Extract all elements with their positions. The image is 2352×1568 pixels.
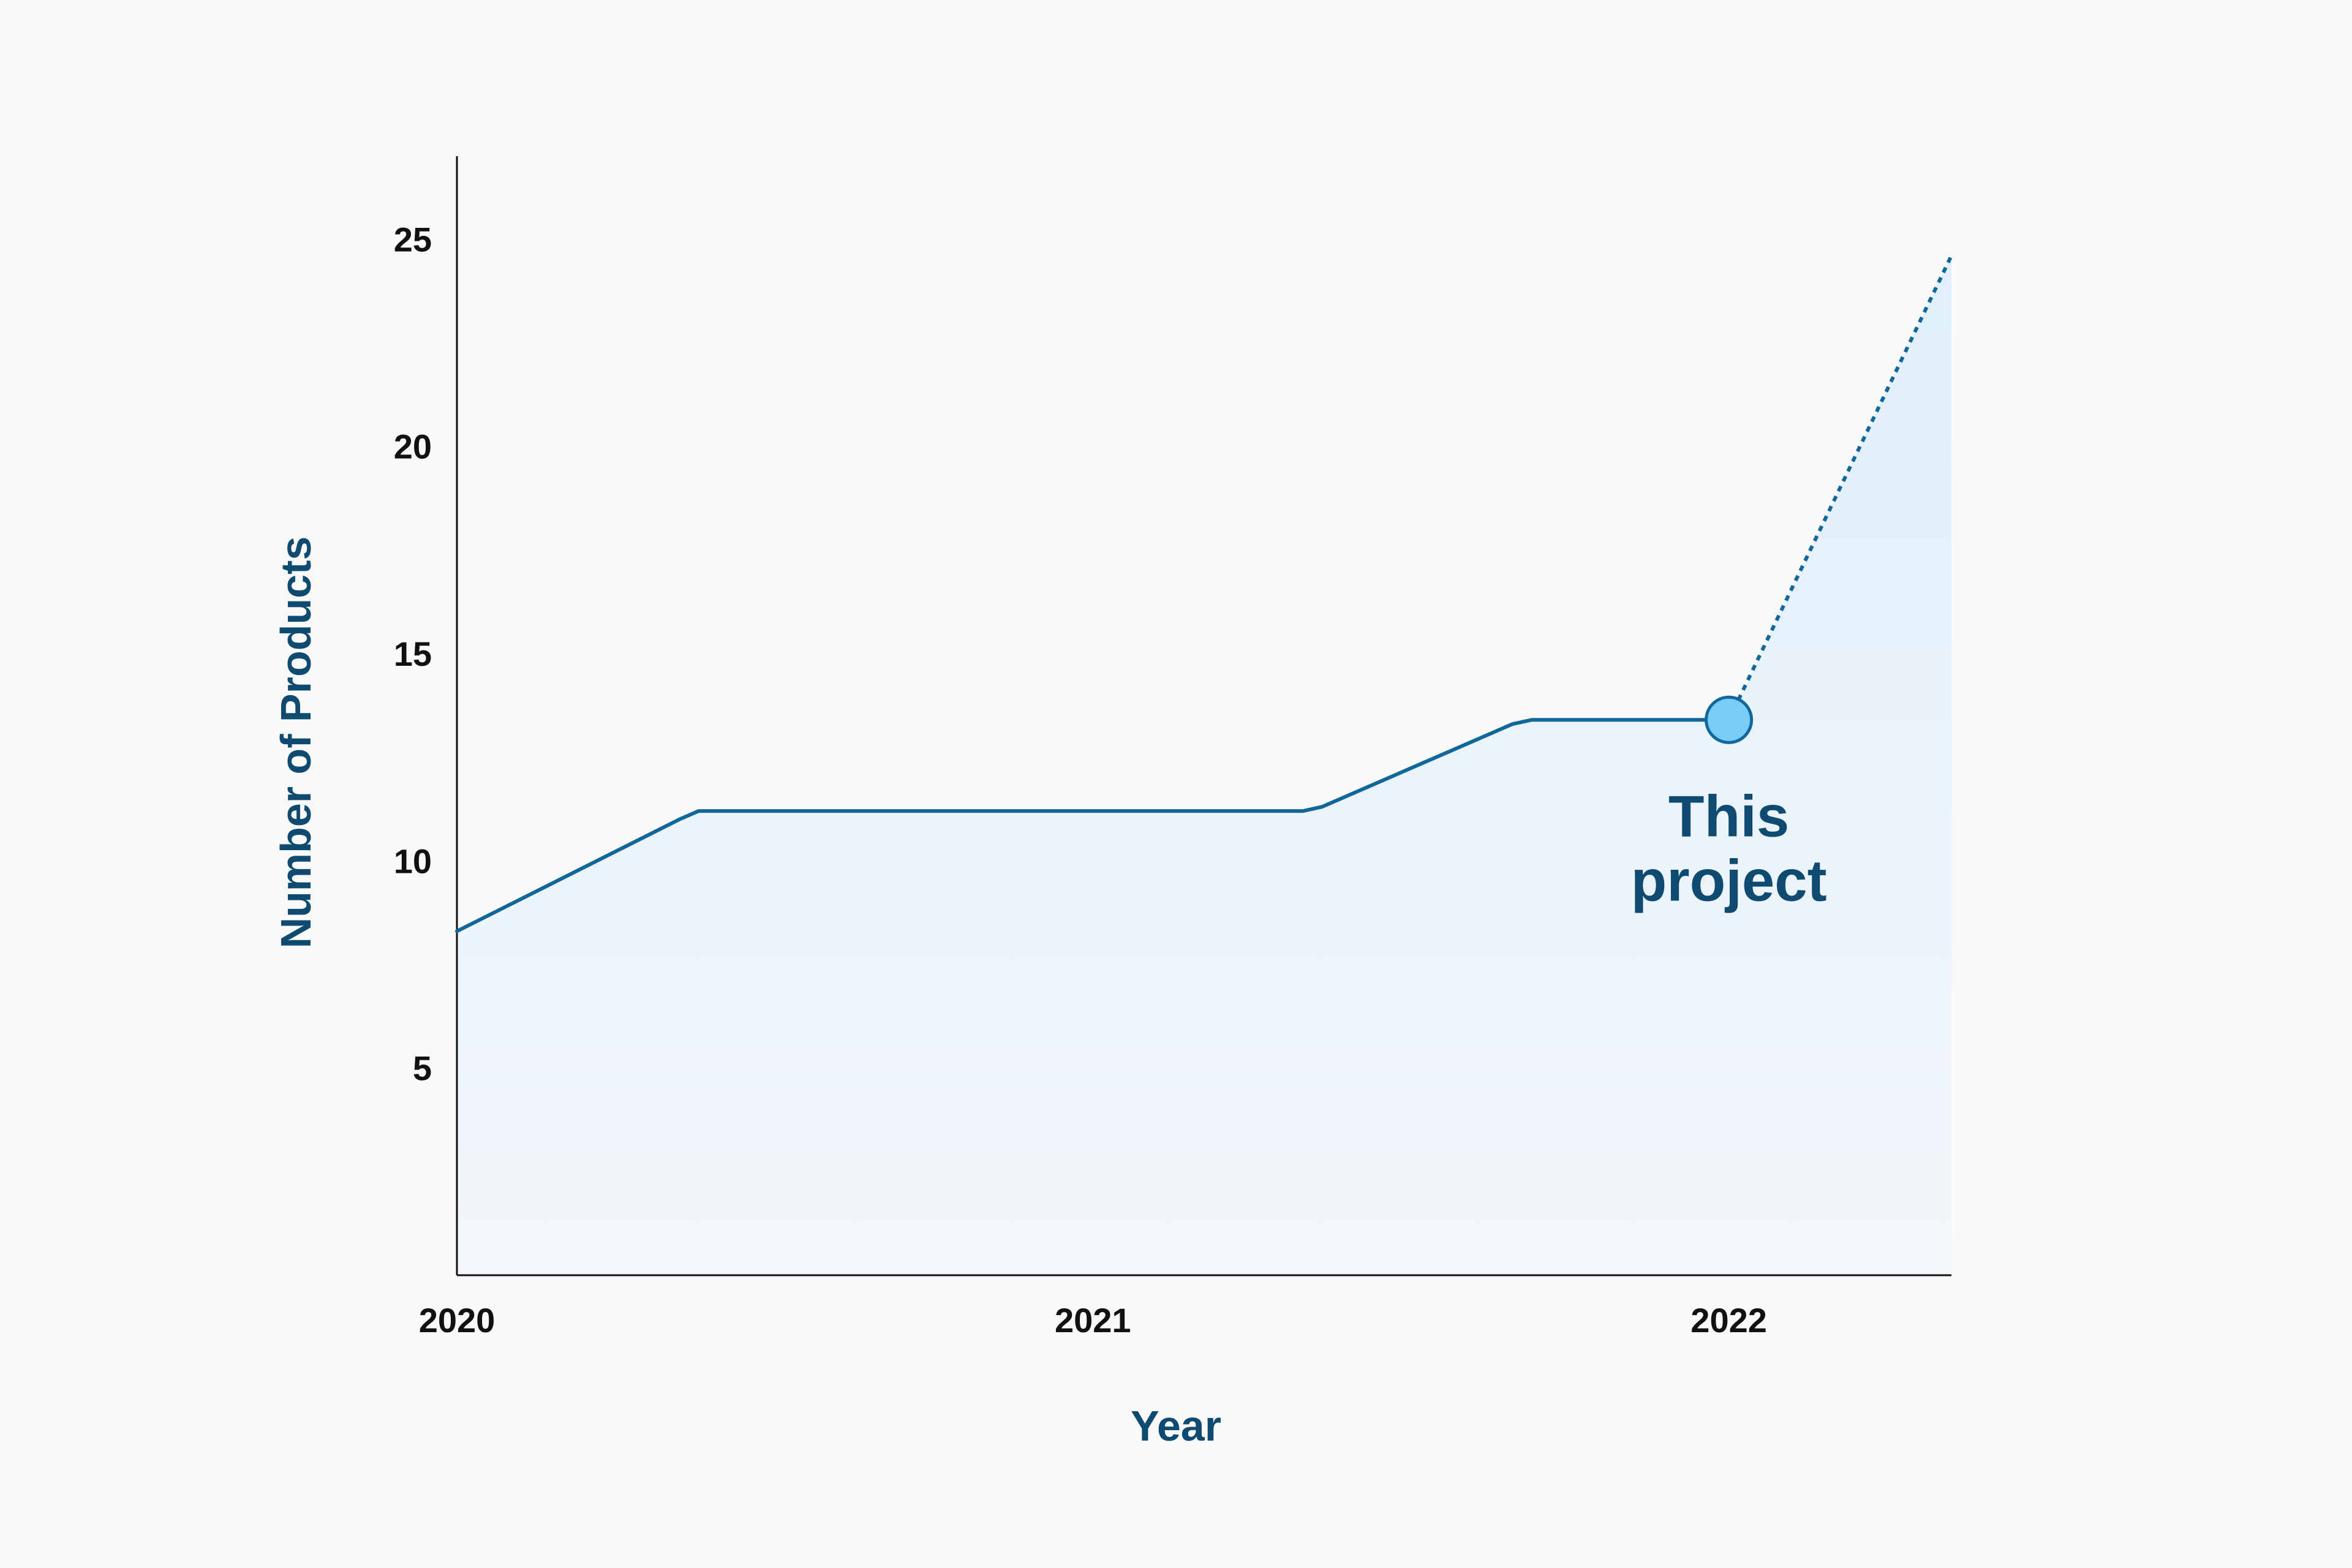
annotation-line-2: project (1631, 848, 1827, 913)
y-tick-label: 10 (394, 842, 432, 880)
y-tick-label: 15 (394, 635, 432, 673)
x-tick-label: 2022 (1691, 1301, 1767, 1340)
y-tick-label: 25 (394, 220, 432, 258)
x-axis-title: Year (1131, 1402, 1221, 1450)
area-fill (457, 255, 1951, 1275)
y-axis-title: Number of Products (272, 537, 320, 949)
series-line (455, 718, 1731, 933)
y-tick-label: 5 (413, 1049, 432, 1088)
y-tick-label: 20 (394, 428, 432, 466)
projection-line (1727, 255, 1953, 721)
x-tick-label: 2021 (1055, 1301, 1131, 1340)
annotation-line-1: This (1668, 783, 1789, 849)
highlight-marker (1705, 695, 1754, 744)
x-tick-label: 2020 (419, 1301, 496, 1340)
